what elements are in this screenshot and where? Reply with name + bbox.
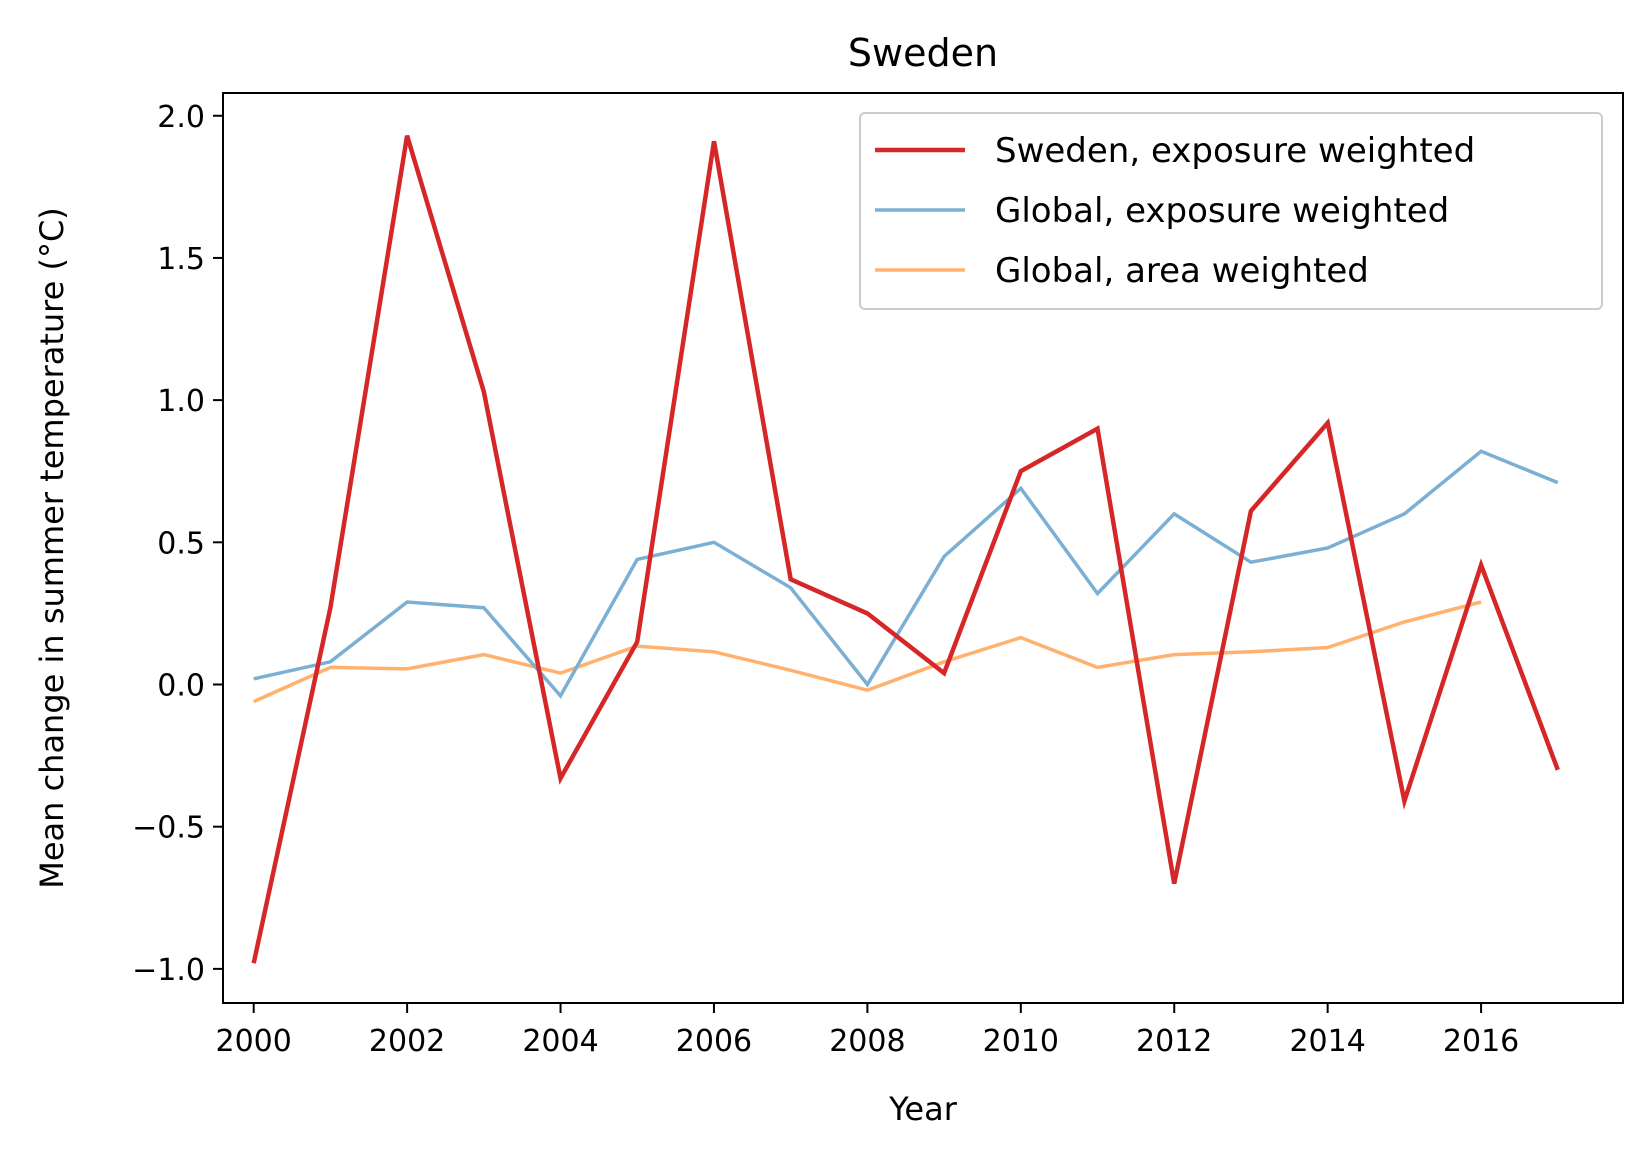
legend-box — [859, 112, 1603, 310]
y-tick-label: −1.0 — [132, 953, 205, 988]
y-tick-label: 2.0 — [157, 100, 205, 135]
series-line-1 — [253, 449, 1559, 699]
y-axis-label: Mean change in summer temperature (°C) — [33, 207, 71, 889]
y-tick-label: 1.5 — [157, 242, 205, 277]
x-axis: 2000 2002 2004 2006 2008 2010 2012 2014 2016 — [216, 1003, 1519, 1059]
x-tick-label: 2008 — [829, 1024, 905, 1059]
y-tick-label: −0.5 — [132, 811, 205, 846]
legend: Sweden, exposure weighted Global, exposur… — [859, 112, 1603, 310]
x-tick-label: 2000 — [216, 1024, 292, 1059]
x-tick-label: 2010 — [983, 1024, 1059, 1059]
y-axis: −1.0 −0.5 0.0 0.5 1.0 1.5 2.0 — [132, 100, 223, 988]
legend-label: Global, area weighted — [995, 251, 1369, 291]
x-tick-label: 2016 — [1443, 1024, 1519, 1059]
legend-label: Sweden, exposure weighted — [995, 131, 1475, 171]
y-tick-label: 0.0 — [157, 669, 205, 704]
x-tick-label: 2012 — [1136, 1024, 1212, 1059]
x-tick-label: 2004 — [522, 1024, 598, 1059]
legend-label: Global, exposure weighted — [995, 191, 1449, 231]
plot-frame — [222, 92, 1624, 1004]
x-tick-label: 2014 — [1289, 1024, 1365, 1059]
series-layer — [251, 135, 1560, 964]
series-line-2 — [252, 600, 1482, 704]
x-tick-label: 2002 — [369, 1024, 445, 1059]
x-tick-label: 2006 — [676, 1024, 752, 1059]
chart-title: Sweden — [848, 31, 998, 75]
series-line-0 — [251, 135, 1560, 964]
y-tick-label: 0.5 — [157, 526, 205, 561]
x-axis-label: Year — [888, 1090, 958, 1128]
y-tick-label: 1.0 — [157, 384, 205, 419]
